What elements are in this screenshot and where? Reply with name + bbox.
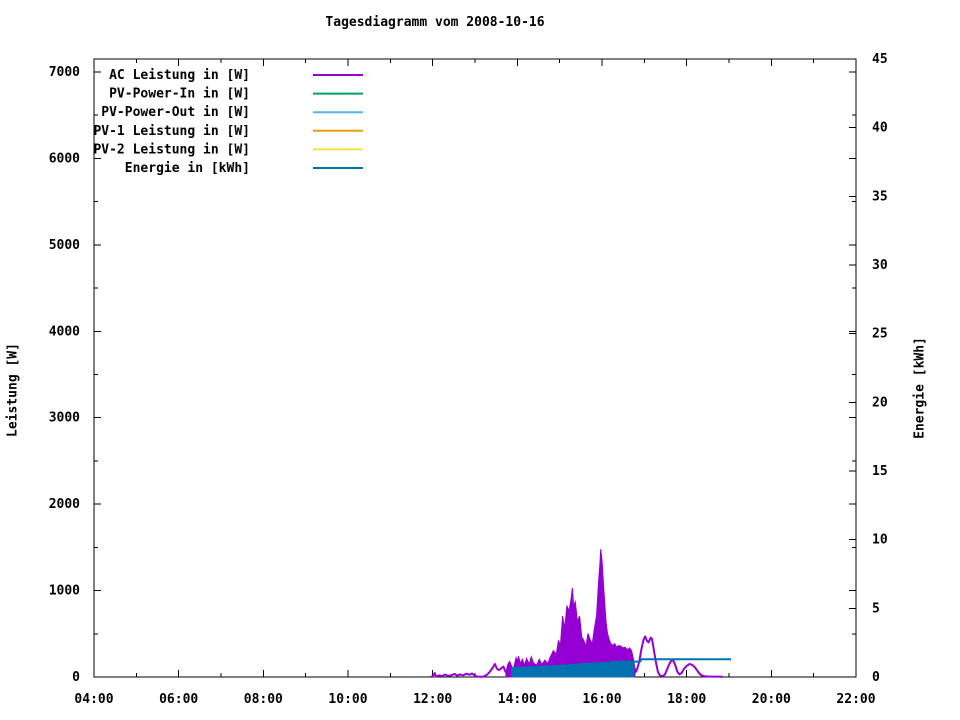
chart-title: Tagesdiagramm vom 2008-10-16 bbox=[325, 15, 545, 30]
legend-entry-label-energie: Energie in [kWh] bbox=[125, 161, 250, 176]
series-energie-line bbox=[610, 658, 732, 663]
x-axis-tick-label: 06:00 bbox=[159, 692, 198, 707]
x-axis-tick-label: 14:00 bbox=[498, 692, 537, 707]
y-axis-label-right: Energie [kWh] bbox=[912, 337, 928, 439]
legend-entry-label-pv-power-out: PV-Power-Out in [W] bbox=[101, 105, 250, 120]
x-axis-tick-label: 20:00 bbox=[752, 692, 791, 707]
x-axis-tick-label: 10:00 bbox=[328, 692, 367, 707]
y-axis-label-left: Leistung [W] bbox=[5, 343, 21, 437]
legend-entry-label-pv-power-in: PV-Power-In in [W] bbox=[109, 87, 250, 102]
y-right-tick-label: 30 bbox=[872, 258, 888, 273]
x-axis-tick-label: 18:00 bbox=[667, 692, 706, 707]
legend bbox=[313, 74, 363, 169]
x-axis-tick-label: 04:00 bbox=[74, 692, 113, 707]
y-left-tick-label: 2000 bbox=[49, 497, 80, 512]
y-right-tick-label: 0 bbox=[872, 670, 880, 685]
legend-entry-label-pv-1-leistung: PV-1 Leistung in [W] bbox=[93, 124, 250, 139]
y-left-tick-label: 0 bbox=[72, 670, 80, 685]
y-right-tick-label: 10 bbox=[872, 533, 888, 548]
y-left-tick-label: 4000 bbox=[49, 324, 80, 339]
y-left-tick-label: 1000 bbox=[49, 584, 80, 599]
series-ac-leistung-line bbox=[634, 635, 723, 678]
y-right-tick-label: 25 bbox=[872, 327, 888, 342]
y-left-tick-label: 6000 bbox=[49, 151, 80, 166]
x-axis-tick-label: 12:00 bbox=[413, 692, 452, 707]
y-left-tick-label: 5000 bbox=[49, 238, 80, 253]
series-ac-leistung-line bbox=[430, 663, 507, 678]
series-ac-leistung-area bbox=[505, 549, 636, 678]
y-right-tick-label: 35 bbox=[872, 189, 888, 204]
y-right-tick-label: 5 bbox=[872, 601, 880, 616]
y-left-tick-label: 3000 bbox=[49, 411, 80, 426]
y-left-tick-label: 7000 bbox=[49, 65, 80, 80]
y-right-tick-label: 20 bbox=[872, 395, 888, 410]
x-axis-tick-label: 22:00 bbox=[836, 692, 875, 707]
y-right-tick-label: 15 bbox=[872, 464, 888, 479]
legend-entry-label-ac-leistung: AC Leistung in [W] bbox=[109, 68, 250, 83]
x-axis-tick-label: 16:00 bbox=[582, 692, 621, 707]
legend-entry-label-pv-2-leistung: PV-2 Leistung in [W] bbox=[93, 142, 250, 157]
y-right-tick-label: 45 bbox=[872, 52, 888, 67]
x-axis-tick-label: 08:00 bbox=[244, 692, 283, 707]
y-right-tick-label: 40 bbox=[872, 121, 888, 136]
